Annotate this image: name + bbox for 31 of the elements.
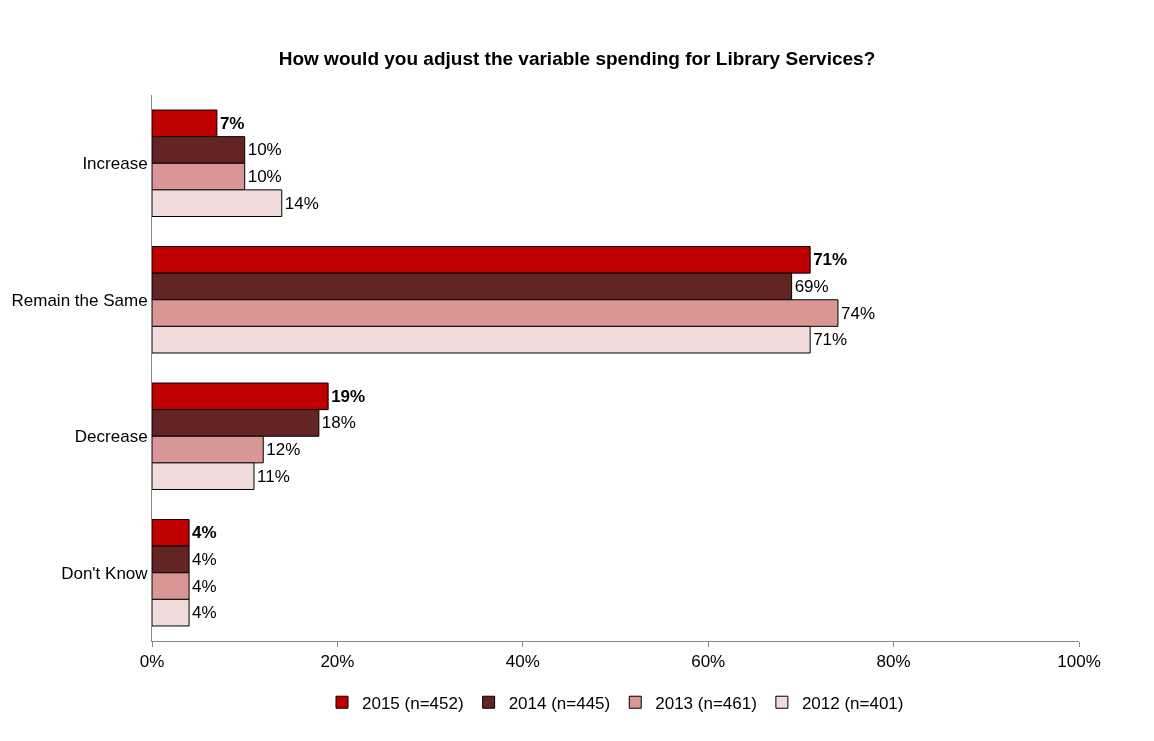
x-tick-label: 80% xyxy=(876,652,911,672)
data-label: 4% xyxy=(192,603,217,623)
data-label: 7% xyxy=(219,113,245,133)
data-label: 74% xyxy=(840,303,876,323)
data-label: 69% xyxy=(794,276,829,296)
legend-label: 2012 (n=401) xyxy=(801,693,904,713)
y-tick-label: Increase xyxy=(82,154,148,174)
data-label: 10% xyxy=(247,167,282,187)
x-tick-label: 0% xyxy=(139,652,165,672)
legend-label: 2014 (n=445) xyxy=(508,693,611,713)
data-label: 11% xyxy=(256,466,290,486)
data-label: 4% xyxy=(192,523,217,543)
chart-title: How would you adjust the variable spending for Library Services? xyxy=(278,48,876,70)
data-label: 19% xyxy=(331,386,366,406)
x-tick-label: 40% xyxy=(505,652,540,672)
y-tick-label: Remain the Same xyxy=(11,290,148,310)
y-tick-label: Don't Know xyxy=(61,563,149,583)
y-tick-label: Decrease xyxy=(74,427,148,447)
data-label: 18% xyxy=(321,413,356,433)
data-label: 71% xyxy=(813,330,848,350)
legend-label: 2013 (n=461) xyxy=(655,693,757,713)
x-tick-label: 60% xyxy=(691,652,726,672)
data-label: 71% xyxy=(813,250,848,270)
legend-label: 2015 (n=452) xyxy=(362,693,464,713)
x-tick-label: 20% xyxy=(320,652,355,672)
x-tick-label: 100% xyxy=(1057,652,1101,672)
data-label: 4% xyxy=(192,549,217,569)
data-label: 14% xyxy=(284,193,319,213)
data-label: 4% xyxy=(192,576,217,596)
data-label: 12% xyxy=(266,440,301,460)
data-label: 10% xyxy=(247,140,282,160)
